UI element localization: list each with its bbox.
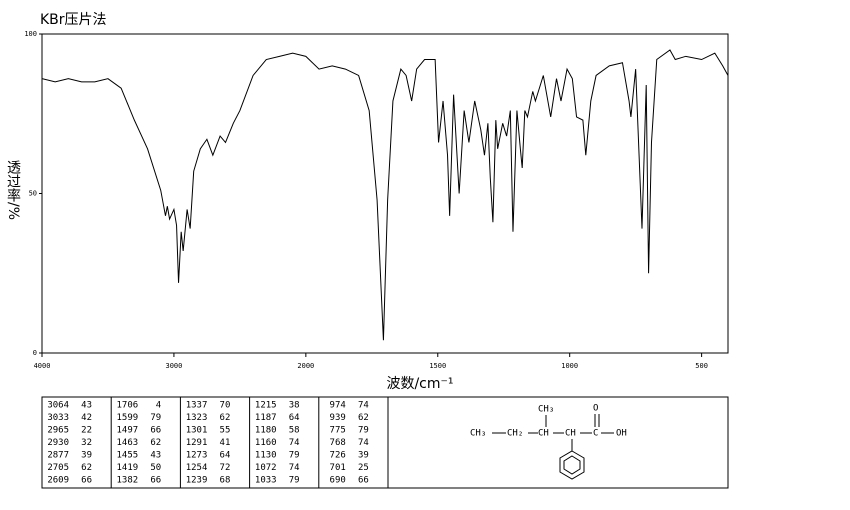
peak-wavenumber: 1254 (186, 463, 208, 473)
atom: CH (565, 429, 576, 439)
peak-transmittance: 66 (150, 476, 161, 486)
structure: CH₃ CH₂ CH CH₃ CH C O OH (470, 404, 627, 480)
y-axis-label: 透过率/% (5, 160, 21, 220)
peak-transmittance: 62 (81, 463, 92, 473)
atom: CH₃ (538, 405, 554, 415)
peak-transmittance: 62 (150, 438, 161, 448)
peak-transmittance: 4 (156, 401, 161, 411)
peak-wavenumber: 2609 (47, 476, 69, 486)
peak-transmittance: 43 (81, 401, 92, 411)
y-tick-label: 50 (29, 190, 37, 198)
y-tick-label: 100 (24, 30, 37, 38)
atom: CH₃ (470, 429, 486, 439)
peak-transmittance: 79 (358, 426, 369, 436)
peak-transmittance: 70 (220, 401, 231, 411)
peak-transmittance: 66 (81, 476, 92, 486)
peak-wavenumber: 3064 (47, 401, 69, 411)
peak-wavenumber: 1180 (255, 426, 277, 436)
atom: CH₂ (507, 429, 523, 439)
peak-wavenumber: 1599 (117, 413, 139, 423)
peak-transmittance: 58 (289, 426, 300, 436)
peak-wavenumber: 2705 (47, 463, 69, 473)
peak-transmittance: 79 (289, 476, 300, 486)
spectrum-line (41, 49, 729, 341)
peak-transmittance: 74 (289, 463, 300, 473)
peak-wavenumber: 1382 (117, 476, 139, 486)
peak-transmittance: 79 (150, 413, 161, 423)
peak-transmittance: 74 (358, 438, 369, 448)
table-frame (41, 396, 729, 489)
peak-wavenumber: 701 (330, 463, 346, 473)
peak-transmittance: 79 (289, 451, 300, 461)
peak-transmittance: 66 (358, 476, 369, 486)
peak-transmittance: 64 (220, 451, 231, 461)
peak-transmittance: 66 (150, 426, 161, 436)
peak-wavenumber: 2877 (47, 451, 69, 461)
plot-frame (41, 33, 729, 354)
peak-wavenumber: 1033 (255, 476, 277, 486)
peak-wavenumber: 1463 (117, 438, 139, 448)
peak-wavenumber: 974 (330, 401, 346, 411)
peak-wavenumber: 1291 (186, 438, 208, 448)
peak-transmittance: 39 (358, 451, 369, 461)
peak-wavenumber: 1419 (117, 463, 139, 473)
peak-wavenumber: 1706 (117, 401, 139, 411)
peak-wavenumber: 690 (330, 476, 346, 486)
peak-wavenumber: 1239 (186, 476, 208, 486)
peak-transmittance: 41 (220, 438, 231, 448)
peak-wavenumber: 1337 (186, 401, 208, 411)
x-tick-label: 500 (695, 362, 708, 370)
benzene-inner (563, 455, 581, 475)
peak-transmittance: 74 (358, 401, 369, 411)
x-tick-label: 4000 (34, 362, 51, 370)
atom: CH (538, 429, 549, 439)
atom: OH (616, 429, 627, 439)
peak-wavenumber: 1160 (255, 438, 277, 448)
peak-wavenumber: 2930 (47, 438, 69, 448)
peak-transmittance: 43 (150, 451, 161, 461)
chart-title: KBr压片法 (40, 12, 107, 28)
peak-transmittance: 68 (220, 476, 231, 486)
peak-wavenumber: 1301 (186, 426, 208, 436)
peak-wavenumber: 1497 (117, 426, 139, 436)
peak-wavenumber: 768 (330, 438, 346, 448)
peak-wavenumber: 1072 (255, 463, 277, 473)
peak-transmittance: 38 (289, 401, 300, 411)
peak-transmittance: 42 (81, 413, 92, 423)
peak-transmittance: 25 (358, 463, 369, 473)
peak-transmittance: 55 (220, 426, 231, 436)
peak-wavenumber: 939 (330, 413, 346, 423)
x-tick-label: 1000 (561, 362, 578, 370)
peak-wavenumber: 775 (330, 426, 346, 436)
x-tick-label: 2000 (297, 362, 314, 370)
peak-wavenumber: 3033 (47, 413, 69, 423)
x-tick-label: 3000 (165, 362, 182, 370)
peak-wavenumber: 2965 (47, 426, 69, 436)
peak-transmittance: 64 (289, 413, 300, 423)
peak-transmittance: 74 (289, 438, 300, 448)
peak-wavenumber: 1187 (255, 413, 277, 423)
peak-transmittance: 72 (220, 463, 231, 473)
peak-transmittance: 62 (358, 413, 369, 423)
peak-wavenumber: 1273 (186, 451, 208, 461)
peak-transmittance: 32 (81, 438, 92, 448)
atom: C (593, 429, 598, 439)
peak-wavenumber: 1323 (186, 413, 208, 423)
peak-wavenumber: 1130 (255, 451, 277, 461)
peak-transmittance: 22 (81, 426, 92, 436)
peak-transmittance: 39 (81, 451, 92, 461)
benzene-ring (559, 450, 585, 480)
x-axis-label: 波数/cm⁻¹ (386, 376, 453, 392)
peak-transmittance: 50 (150, 463, 161, 473)
peak-transmittance: 62 (220, 413, 231, 423)
peak-wavenumber: 1455 (117, 451, 139, 461)
peak-wavenumber: 1215 (255, 401, 277, 411)
y-tick-label: 0 (33, 349, 37, 357)
atom: O (593, 404, 598, 414)
x-tick-label: 1500 (429, 362, 446, 370)
peak-wavenumber: 726 (330, 451, 346, 461)
